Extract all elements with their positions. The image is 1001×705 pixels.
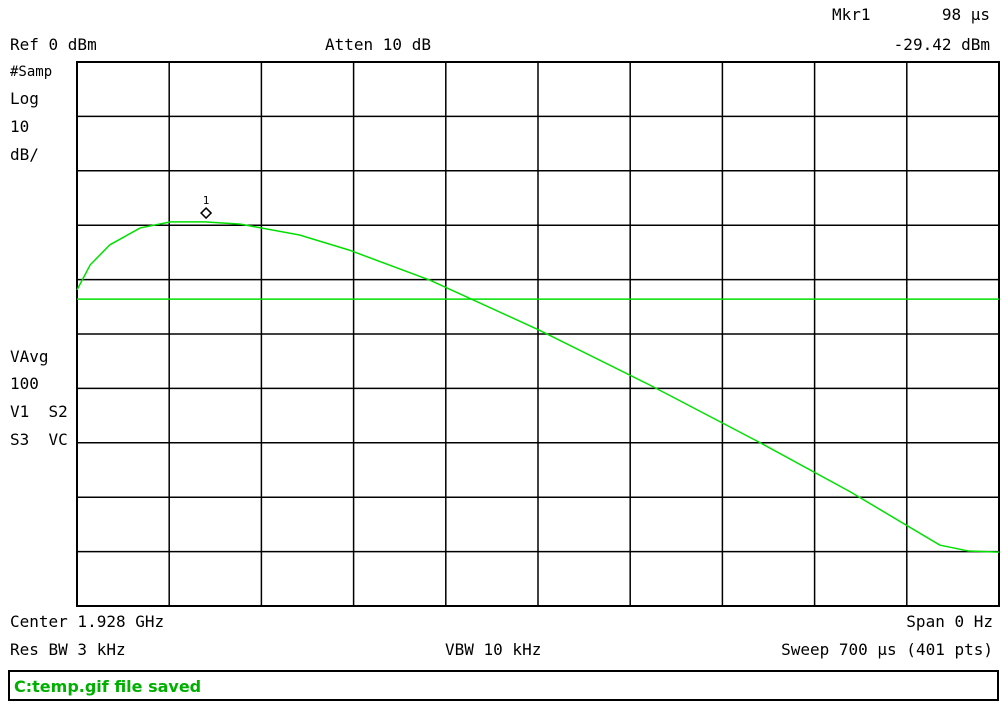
status-bar xyxy=(8,670,999,701)
ref-level: Ref 0 dBm xyxy=(10,35,97,54)
avg-label: V1 S2 xyxy=(10,402,68,421)
left-label: dB/ xyxy=(10,145,39,164)
marker xyxy=(200,206,213,220)
center-freq: Center 1.928 GHz xyxy=(10,612,164,631)
avg-label: 100 xyxy=(10,374,39,393)
marker-label: 1 xyxy=(203,194,210,207)
avg-label: VAvg xyxy=(10,347,49,366)
left-label: #Samp xyxy=(10,64,52,80)
marker-name: Mkr1 xyxy=(832,5,871,24)
avg-label: S3 VC xyxy=(10,430,68,449)
span: Span 0 Hz xyxy=(906,612,993,631)
left-label: Log xyxy=(10,89,39,108)
marker-y: -29.42 dBm xyxy=(894,35,990,54)
res-bw: Res BW 3 kHz xyxy=(10,640,126,659)
left-label: 10 xyxy=(10,117,29,136)
vbw: VBW 10 kHz xyxy=(445,640,541,659)
marker-x: 98 μs xyxy=(942,5,990,24)
sweep: Sweep 700 μs (401 pts) xyxy=(781,640,993,659)
trace xyxy=(76,221,1000,553)
status-text: C:temp.gif file saved xyxy=(14,677,201,696)
attenuation: Atten 10 dB xyxy=(325,35,431,54)
graticule xyxy=(77,62,999,606)
